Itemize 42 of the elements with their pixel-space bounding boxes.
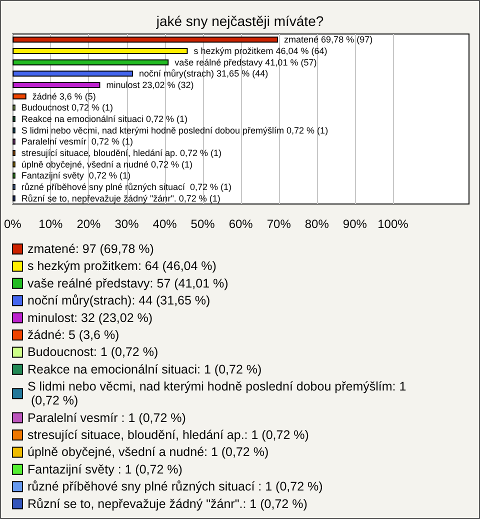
x-tick-label: 50%: [190, 217, 216, 231]
legend-label: různé příběhové sny plné různých situací : 1 (0,72 %): [28, 480, 323, 494]
legend-label: minulost: 32 (23,02 %): [28, 310, 153, 325]
legend-label: vaše reálné představy: 57 (41,01 %): [28, 276, 228, 290]
x-tick-label: 0%: [4, 217, 22, 231]
x-tick-label: 90%: [342, 217, 368, 231]
legend-label: Paralelní vesmír : 1 (0,72 %): [28, 410, 186, 425]
chart-title: jaké sny nejčastěji míváte?: [155, 13, 324, 29]
data-label: Paralelní vesmír 0,72 % (1): [21, 136, 133, 147]
data-label: noční můry(strach) 31,65 % (44): [139, 68, 268, 79]
x-tick-label: 100%: [378, 217, 409, 231]
x-tick-label: 10%: [38, 217, 64, 231]
legend-label: Různí se to, nepřevažuje žádný "žánr".: 1 (0,72 %): [28, 496, 308, 511]
data-label: Reakce na emocionální situaci 0,72 % (1): [21, 114, 188, 124]
x-tick-label: 40%: [152, 217, 178, 231]
x-tick-label: 20%: [76, 217, 102, 231]
data-label: vaše reálné představy 41,01 % (57): [174, 57, 317, 68]
legend-label: stresující situace, bloudění, hledání ap.: 1 (0,72 %): [28, 428, 309, 442]
data-label: úplně obyčejné, všední a nudné 0,72 % (1): [21, 159, 193, 170]
data-label: Budoucnost 0,72 % (1): [21, 102, 113, 113]
data-label: Různí se to, nepřevažuje žádný "žánr". 0,72 % (1): [21, 193, 220, 204]
x-tick-label: 60%: [228, 217, 254, 231]
data-label: S lidmi nebo věcmi, nad kterými hodně poslední dobou přemýšlím 0,72 % (1): [21, 125, 328, 136]
data-label: zmatené 69,78 % (97): [284, 34, 373, 45]
legend-label: Budoucnost: 1 (0,72 %): [28, 345, 158, 360]
x-tick-label: 70%: [266, 217, 292, 231]
data-label: různé příběhové sny plné různých situací 0,72 % (1): [21, 182, 232, 192]
data-label: žádné 3,6 % (5): [32, 91, 96, 102]
legend-label: zmatené: 97 (69,78 %): [28, 242, 154, 256]
legend-label: noční můry(strach): 44 (31,65 %): [28, 294, 210, 308]
legend-label: žádné: 5 (3,6 %): [28, 328, 120, 342]
x-tick-label: 80%: [304, 217, 330, 231]
legend-label: s hezkým prožitkem: 64 (46,04 %): [28, 259, 216, 274]
x-tick-label: 30%: [114, 217, 140, 231]
data-label: s hezkým prožitkem 46,04 % (64): [194, 46, 328, 56]
legend-label: Fantazijní světy : 1 (0,72 %): [28, 462, 182, 476]
legend-label: S lidmi nebo věcmi, nad kterými hodně poslední dobou přemýšlím: 1 (0,72 %): [28, 380, 406, 408]
data-label: stresující situace, bloudění, hledání ap. 0,72 % (1): [21, 148, 222, 158]
legend-label: úplně obyčejné, všední a nudné: 1 (0,72 %): [28, 445, 269, 460]
legend-label: Reakce na emocionální situaci: 1 (0,72 %): [28, 362, 262, 376]
data-label: Fantazijní světy 0,72 % (1): [21, 170, 130, 181]
data-label: minulost 23,02 % (32): [106, 80, 194, 90]
